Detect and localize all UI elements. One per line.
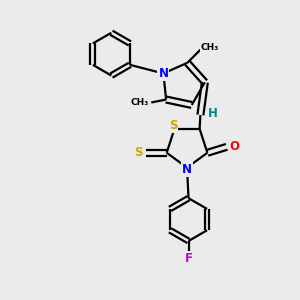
Text: S: S (169, 119, 177, 132)
Text: CH₃: CH₃ (200, 43, 219, 52)
Text: O: O (229, 140, 239, 153)
Text: F: F (184, 252, 193, 265)
Text: H: H (208, 107, 218, 120)
Text: CH₃: CH₃ (131, 98, 149, 107)
Text: N: N (158, 67, 168, 80)
Text: S: S (134, 146, 143, 159)
Text: N: N (182, 163, 192, 176)
